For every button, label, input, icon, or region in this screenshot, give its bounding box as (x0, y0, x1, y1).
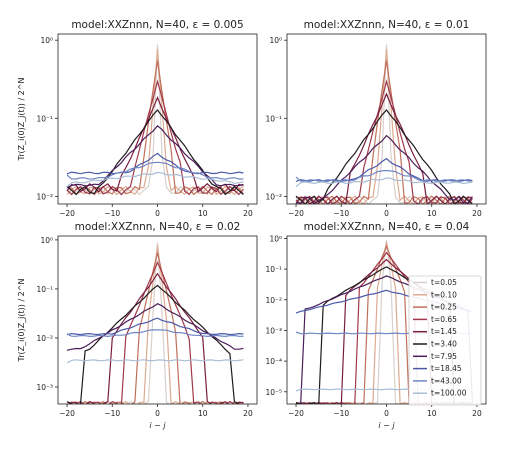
series-group (66, 242, 244, 404)
y-axis-label: Tr(Z_i(0)Z_j(t)) / 2^N (17, 279, 26, 363)
x-tick-label: −20 (288, 409, 304, 418)
y-tick-label: 10⁻² (36, 334, 53, 343)
series-line (295, 134, 473, 204)
y-axis-label: Tr(Z_i(0)Z_j(t)) / 2^N (17, 78, 26, 162)
legend-label: t=0.05 (431, 278, 457, 287)
y-tick-label: 10⁻¹ (265, 265, 282, 274)
panel-3: model:XXZnnn, N=40, ε = 0.02 −20 −10 0 10 20 1… (17, 221, 258, 430)
legend-label: t=1.45 (431, 327, 457, 336)
panel-1: model:XXZnnn, N=40, ε = 0.005 −20 −10 0 10 20… (17, 19, 258, 218)
series-line (295, 79, 473, 204)
legend-label: t=7.95 (431, 352, 457, 361)
series-line (295, 169, 473, 182)
series-line (68, 272, 244, 404)
series-line (66, 79, 244, 196)
x-axis-label: i − j (378, 421, 395, 430)
x-tick-label: −20 (59, 409, 75, 418)
y-tick-label: 10⁻¹ (36, 114, 53, 123)
legend-label: t=43.00 (431, 376, 462, 385)
y-tick-label: 10⁻² (265, 192, 282, 201)
series-line (66, 317, 244, 336)
y-tick-label: 10⁻³ (36, 383, 53, 392)
legend-label: t=0.10 (431, 290, 457, 299)
x-axis-label: i − j (149, 421, 166, 430)
x-tick-label: 10 (427, 209, 437, 218)
series-line (66, 109, 244, 196)
series-line (66, 252, 242, 404)
panel-title: model:XXZnnn, N=40, ε = 0.04 (304, 221, 470, 233)
x-tick-label: 20 (472, 209, 482, 218)
series-line (66, 359, 244, 364)
x-tick-label: −20 (288, 209, 304, 218)
series-line (295, 92, 473, 204)
series-line (66, 44, 244, 196)
y-tick-label: 10⁻³ (265, 326, 282, 335)
y-tick-label: 10⁻⁵ (265, 388, 282, 397)
series-line (295, 244, 471, 404)
legend-label: t=100.00 (431, 389, 467, 398)
y-tick-label: 10⁻² (265, 296, 282, 305)
x-tick-label: 0 (155, 209, 160, 218)
series-line (295, 157, 473, 182)
y-tick-label: 10⁰ (269, 234, 282, 243)
panel-2: model:XXZnnn, N=40, ε = 0.01 −20 −10 0 10 20 1… (265, 19, 487, 218)
x-tick-label: 20 (243, 209, 253, 218)
y-tick-label: 10⁻² (36, 192, 53, 201)
x-tick-label: 0 (384, 409, 389, 418)
panel-title: model:XXZnnn, N=40, ε = 0.02 (75, 221, 241, 233)
panel-title: model:XXZnnn, N=40, ε = 0.005 (71, 19, 243, 31)
x-tick-label: 20 (472, 409, 482, 418)
series-line (66, 152, 244, 175)
legend-label: t=3.40 (431, 340, 457, 349)
series-group (295, 44, 473, 204)
x-tick-label: −10 (333, 409, 349, 418)
series-line (66, 329, 244, 338)
x-tick-label: 20 (243, 409, 253, 418)
x-tick-label: 10 (427, 409, 437, 418)
x-tick-label: −10 (333, 209, 349, 218)
legend-label: t=18.45 (431, 364, 462, 373)
series-line (66, 161, 244, 180)
y-tick-label: 10⁰ (40, 236, 53, 245)
series-line (297, 258, 473, 404)
series-line (66, 303, 244, 351)
y-tick-label: 10⁰ (269, 36, 282, 45)
series-line (66, 60, 244, 196)
x-tick-label: 0 (155, 409, 160, 418)
panel-title: model:XXZnnn, N=40, ε = 0.01 (304, 19, 470, 31)
y-tick-label: 10⁰ (40, 36, 53, 45)
x-tick-label: −10 (104, 209, 120, 218)
series-line (295, 109, 473, 204)
x-tick-label: −10 (104, 409, 120, 418)
series-line (66, 171, 244, 188)
x-tick-label: 0 (384, 209, 389, 218)
legend-label: t=0.65 (431, 315, 457, 324)
x-tick-label: 10 (198, 409, 208, 418)
legend: t=0.05 t=0.10 t=0.25 t=0.65 t=1.45 t=3.40 t=7.… (408, 275, 482, 406)
x-tick-label: −20 (59, 209, 75, 218)
series-line (67, 260, 244, 404)
x-tick-label: 10 (198, 209, 208, 218)
series-group (66, 44, 244, 196)
series-line (295, 177, 473, 188)
legend-label: t=0.25 (431, 303, 457, 312)
y-tick-label: 10⁻⁴ (265, 357, 282, 366)
series-line (66, 124, 244, 188)
y-tick-label: 10⁻¹ (36, 285, 53, 294)
panel-4: model:XXZnnn, N=40, ε = 0.04 −20 −10 0 10 20 1… (265, 221, 487, 430)
y-tick-label: 10⁻¹ (265, 114, 282, 123)
series-line (66, 284, 240, 404)
